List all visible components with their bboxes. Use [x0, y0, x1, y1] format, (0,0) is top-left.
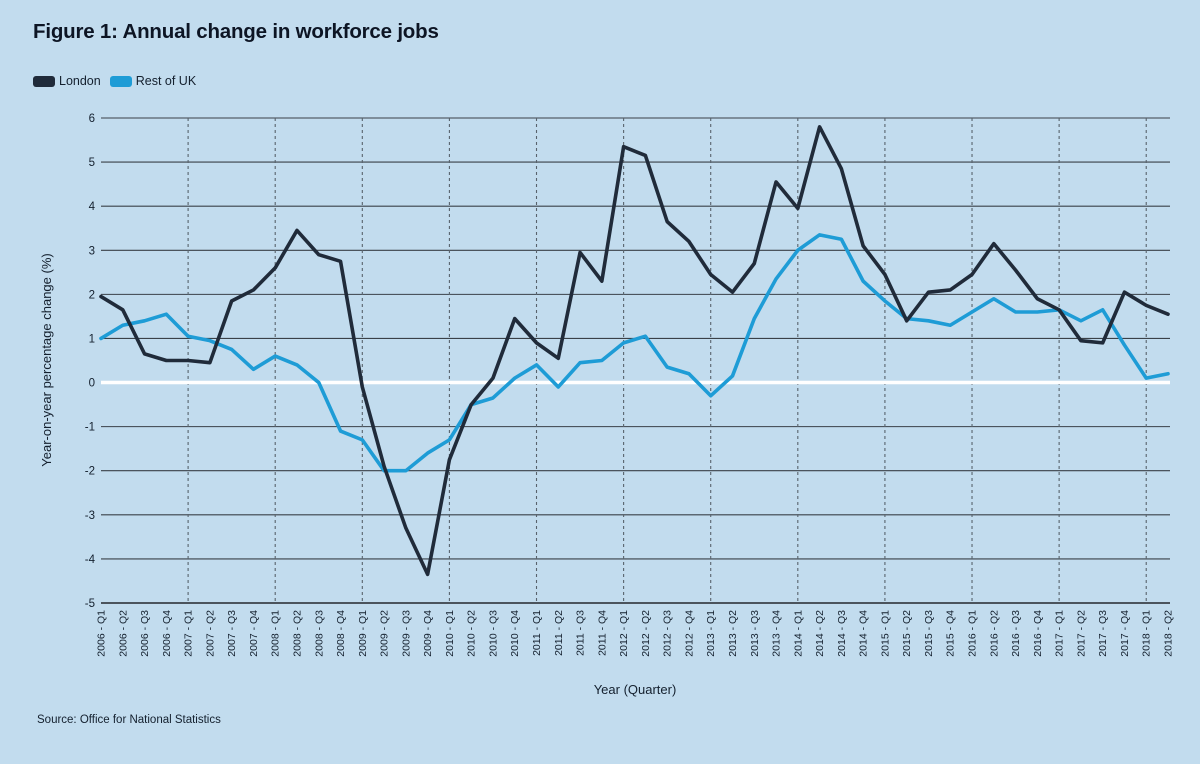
y-tick-label: 1: [89, 333, 95, 345]
x-tick-label: 2011 - Q4: [596, 610, 608, 656]
rest-of-uk-swatch: [109, 75, 132, 87]
y-tick-label: 4: [89, 201, 96, 213]
x-tick-label: 2008 - Q2: [291, 610, 303, 657]
x-tick-label: 2009 - Q3: [400, 610, 412, 657]
x-tick-label: 2018 - Q1: [1141, 610, 1153, 657]
x-tick-label: 2006 - Q1: [96, 610, 108, 657]
legend-item-london: London: [33, 74, 101, 88]
x-tick-label: 2015 - Q2: [901, 610, 913, 657]
london-line: [99, 125, 1170, 577]
y-tick-label: -5: [85, 598, 95, 610]
x-tick-label: 2007 - Q4: [248, 610, 260, 657]
legend-label-rest-of-uk: Rest of UK: [135, 74, 197, 88]
y-tick-label: 0: [89, 378, 95, 390]
x-tick-label: 2008 - Q4: [335, 610, 347, 657]
x-tick-label: 2011 - Q3: [575, 610, 587, 656]
x-tick-label: 2018 - Q2: [1163, 610, 1175, 657]
rest-of-uk-line: [99, 233, 1170, 473]
x-tick-label: 2015 - Q4: [945, 610, 957, 657]
x-tick-label: 2011 - Q2: [553, 610, 565, 656]
x-tick-label: 2013 - Q2: [727, 610, 739, 657]
x-tick-label: 2016 - Q2: [988, 610, 1000, 657]
x-tick-label: 2014 - Q4: [858, 610, 870, 657]
x-tick-label: 2010 - Q1: [444, 610, 456, 657]
x-tick-label: 2016 - Q4: [1032, 610, 1044, 657]
x-tick-label: 2014 - Q1: [792, 610, 804, 657]
y-tick-label: 5: [89, 157, 95, 169]
x-tick-label: 2013 - Q4: [771, 610, 783, 657]
x-tick-label: 2014 - Q3: [836, 610, 848, 657]
x-tick-label: 2013 - Q1: [705, 610, 717, 657]
y-tick-label: -4: [85, 554, 96, 566]
x-tick-label: 2016 - Q3: [1010, 610, 1022, 657]
source-text: Source: Office for National Statistics: [37, 714, 221, 726]
x-tick-label: 2006 - Q3: [139, 610, 151, 657]
x-tick-label: 2010 - Q4: [509, 610, 521, 657]
x-tick-label: 2012 - Q1: [618, 610, 630, 657]
x-tick-label: 2015 - Q1: [879, 610, 891, 657]
x-tick-label: 2008 - Q3: [313, 610, 325, 657]
x-tick-label: 2015 - Q3: [923, 610, 935, 657]
x-tick-label: 2008 - Q1: [270, 610, 282, 657]
x-tick-label: 2010 - Q3: [487, 610, 499, 657]
x-tick-label: 2012 - Q3: [662, 610, 674, 657]
x-tick-label: 2007 - Q3: [226, 610, 238, 657]
x-tick-label: 2006 - Q4: [161, 610, 173, 657]
y-tick-label: 2: [89, 289, 95, 301]
london-swatch: [33, 75, 55, 87]
y-tick-label: -1: [85, 422, 95, 434]
x-tick-label: 2007 - Q2: [204, 610, 216, 657]
x-axis-title: Year (Quarter): [594, 682, 677, 697]
legend-item-rest-of-uk: Rest of UK: [109, 74, 197, 88]
x-tick-label: 2016 - Q1: [967, 610, 979, 657]
y-axis-title: Year-on-year percentage change (%): [39, 253, 54, 466]
x-tick-label: 2017 - Q2: [1075, 610, 1087, 657]
x-tick-label: 2009 - Q1: [357, 610, 369, 657]
x-tick-label: 2007 - Q1: [183, 610, 195, 657]
y-tick-label: -3: [85, 510, 95, 522]
y-tick-label: 6: [89, 113, 95, 125]
x-tick-label: 2017 - Q3: [1097, 610, 1109, 657]
y-tick-label: 3: [89, 245, 95, 257]
legend-label-london: London: [59, 74, 101, 88]
x-tick-label: 2017 - Q4: [1119, 610, 1131, 657]
x-tick-label: 2009 - Q4: [422, 610, 434, 657]
x-tick-label: 2012 - Q2: [640, 610, 652, 657]
x-tick-label: 2017 - Q1: [1054, 610, 1066, 657]
x-tick-label: 2012 - Q4: [683, 610, 695, 657]
x-tick-label: 2011 - Q1: [531, 610, 543, 656]
x-tick-label: 2009 - Q2: [379, 610, 391, 657]
legend: London Rest of UK: [33, 74, 196, 88]
x-tick-label: 2010 - Q2: [466, 610, 478, 657]
x-tick-label: 2013 - Q3: [749, 610, 761, 657]
figure-title: Figure 1: Annual change in workforce job…: [33, 20, 439, 43]
x-tick-label: 2014 - Q2: [814, 610, 826, 657]
y-tick-label: -2: [85, 466, 95, 478]
x-tick-label: 2006 - Q2: [117, 610, 129, 657]
